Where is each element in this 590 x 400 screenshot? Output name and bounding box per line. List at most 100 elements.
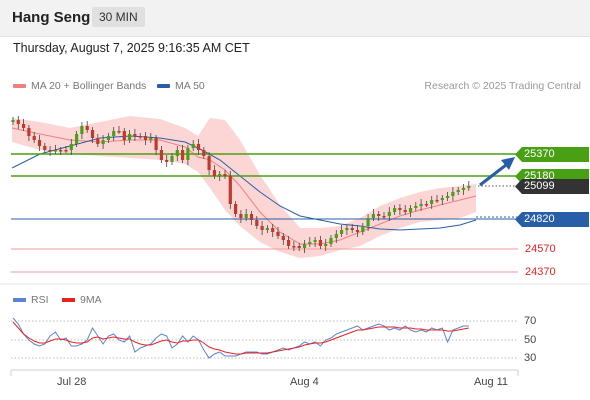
candle-body (186, 148, 190, 160)
candle-body (324, 244, 328, 246)
legend-swatch-icon (13, 298, 26, 303)
candle-body (387, 212, 391, 216)
candle-body (249, 214, 254, 220)
level-label-24570: 24570 (525, 243, 556, 255)
candle-body (297, 246, 301, 248)
date-tick-jul28: Jul 28 (57, 376, 87, 388)
candlesticks (11, 116, 471, 253)
candle-body (414, 206, 418, 208)
candle-body (308, 242, 312, 244)
candle-body (408, 208, 413, 212)
level-tag-25370: 25370 (515, 147, 589, 162)
candle-body (48, 150, 52, 152)
candle-body (260, 226, 264, 230)
candle-body (85, 126, 89, 130)
candle-body (340, 230, 344, 234)
rsi-line (12, 317, 469, 359)
candle-body (218, 174, 222, 176)
candle-body (181, 150, 185, 160)
candle-body (440, 198, 444, 200)
candle-body (69, 144, 73, 150)
rsi-ma-line (12, 321, 469, 355)
legend-rsi: RSI (13, 294, 49, 306)
candle-body (96, 138, 100, 144)
candle-body (223, 174, 227, 176)
candle-body (159, 150, 163, 160)
candle-body (366, 218, 370, 226)
candle-body (143, 136, 148, 140)
candle-body (430, 200, 434, 204)
candle-body (244, 214, 248, 218)
chart-header: Hang Seng 30 MIN (0, 0, 590, 37)
candle-body (212, 170, 216, 176)
candle-body (90, 130, 95, 138)
candle-body (202, 150, 206, 156)
candle-body (467, 186, 471, 188)
candle-body (133, 134, 137, 136)
candle-body (398, 208, 402, 210)
candle-body (271, 228, 275, 232)
candle-body (75, 134, 79, 144)
datetime-label: Thursday, August 7, 2025 9:16:35 AM CET (13, 41, 250, 55)
timeframe-button[interactable]: 30 MIN (92, 7, 145, 27)
candle-body (329, 238, 333, 244)
candle-body (154, 138, 158, 150)
candle-body (292, 246, 296, 248)
candle-body (276, 232, 280, 236)
candle-body (32, 136, 36, 140)
rsi-tick-70: 70 (524, 315, 537, 327)
candle-body (361, 226, 365, 232)
candle-body (11, 120, 15, 122)
candle-body (138, 136, 142, 138)
date-tick-aug11: Aug 11 (474, 376, 509, 388)
candle-body (281, 236, 285, 240)
legend-swatch-icon (62, 298, 75, 303)
candle-body (377, 214, 381, 216)
candle-body (22, 124, 26, 128)
candle-body (302, 244, 307, 248)
level-tag-24820: 24820 (515, 212, 589, 227)
candle-body (350, 228, 354, 230)
candle-body (446, 196, 450, 198)
legend-ma20-bollinger: MA 20 + Bollinger Bands (13, 80, 146, 92)
candle-body (255, 220, 259, 226)
candle-body (355, 230, 360, 232)
candle-body (313, 240, 317, 242)
candle-body (106, 136, 110, 140)
candle-body (419, 204, 423, 206)
candle-body (451, 192, 455, 196)
date-tick-aug4: Aug 4 (290, 376, 319, 388)
ma20-line (11, 127, 477, 245)
candle-body (117, 131, 121, 133)
level-label-24370: 24370 (525, 266, 556, 278)
legend-swatch-icon (13, 84, 26, 89)
legend-rsi-ma: 9MA (62, 294, 102, 306)
candle-body (16, 120, 20, 124)
candle-body (228, 176, 232, 204)
candle-body (43, 146, 47, 150)
candle-body (128, 134, 132, 140)
candle-body (170, 156, 174, 162)
candle-body (287, 240, 291, 246)
candle-body (37, 140, 42, 146)
candle-body (149, 138, 153, 140)
candle-body (318, 240, 322, 246)
candle-body (334, 234, 338, 238)
candle-body (239, 214, 243, 218)
rsi-tick-30: 30 (524, 352, 537, 364)
legend-ma50: MA 50 (157, 80, 205, 92)
candle-body (122, 131, 126, 140)
ma50-line (11, 135, 477, 231)
watermark: Research © 2025 Trading Central (424, 80, 581, 92)
legend-swatch-icon (157, 84, 170, 89)
candle-body (53, 150, 57, 152)
rsi-tick-50: 50 (524, 334, 537, 346)
candle-body (165, 160, 169, 162)
candle-body (80, 126, 84, 134)
candle-body (435, 200, 439, 202)
candle-body (371, 214, 375, 218)
candle-body (265, 228, 269, 230)
candle-body (196, 144, 201, 150)
bollinger-band (12, 116, 476, 258)
